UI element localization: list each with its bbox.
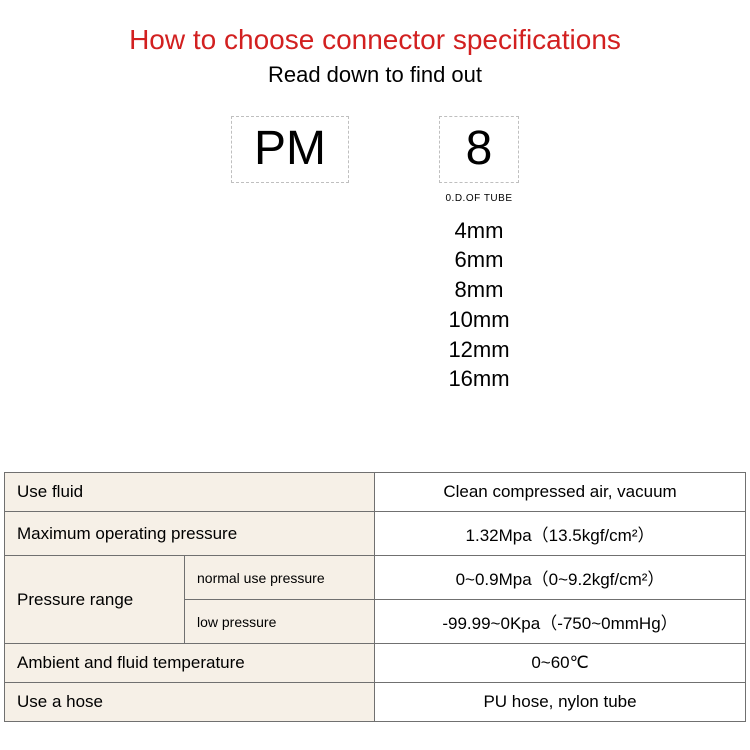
size-item: 10mm [448, 305, 509, 335]
size-item: 4mm [448, 216, 509, 246]
spec-value: Clean compressed air, vacuum [375, 473, 746, 512]
spec-label: Pressure range [5, 556, 185, 644]
code-col-right: 8 0.D.OF TUBE 4mm 6mm 8mm 10mm 12mm 16mm [439, 116, 519, 394]
spec-table: Use fluid Clean compressed air, vacuum M… [4, 472, 746, 722]
code-col-left: PM [231, 116, 349, 394]
size-item: 16mm [448, 364, 509, 394]
page-title: How to choose connector specifications [0, 0, 750, 56]
spec-label: Ambient and fluid temperature [5, 644, 375, 683]
page-subtitle: Read down to find out [0, 62, 750, 88]
size-item: 8mm [448, 275, 509, 305]
code-box-size: 8 [439, 116, 519, 183]
spec-label: Use fluid [5, 473, 375, 512]
code-box-series: PM [231, 116, 349, 183]
code-row: PM 8 0.D.OF TUBE 4mm 6mm 8mm 10mm 12mm 1… [0, 116, 750, 394]
size-list: 4mm 6mm 8mm 10mm 12mm 16mm [448, 216, 509, 394]
table-row: Maximum operating pressure 1.32Mpa（13.5k… [5, 512, 746, 556]
spec-value: -99.99~0Kpa（-750~0mmHg） [375, 600, 746, 644]
spec-sublabel: low pressure [185, 600, 375, 644]
od-label: 0.D.OF TUBE [446, 193, 513, 204]
table-row: Ambient and fluid temperature 0~60℃ [5, 644, 746, 683]
table-row: Use fluid Clean compressed air, vacuum [5, 473, 746, 512]
spec-value: 0~60℃ [375, 644, 746, 683]
spec-value: 0~0.9Mpa（0~9.2kgf/cm²） [375, 556, 746, 600]
size-item: 12mm [448, 335, 509, 365]
spec-value: 1.32Mpa（13.5kgf/cm²） [375, 512, 746, 556]
spec-label: Use a hose [5, 683, 375, 722]
size-item: 6mm [448, 245, 509, 275]
table-row: Use a hose PU hose, nylon tube [5, 683, 746, 722]
spec-label: Maximum operating pressure [5, 512, 375, 556]
spec-sublabel: normal use pressure [185, 556, 375, 600]
spec-value: PU hose, nylon tube [375, 683, 746, 722]
table-row: Pressure range normal use pressure 0~0.9… [5, 556, 746, 600]
